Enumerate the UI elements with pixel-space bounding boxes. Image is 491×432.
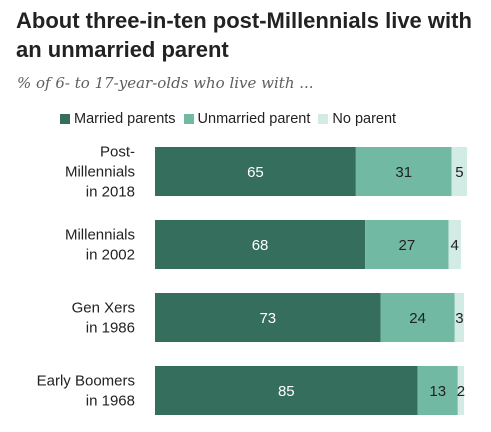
data-label-married-parents-gen-xers-in-1986: 73: [259, 310, 276, 327]
chart-title: About three-in-ten post-Millennials live…: [16, 8, 472, 62]
bar-no-parent-millennials-in-2002: [448, 220, 461, 269]
data-label-married-parents-post-millennials-in-2018: 65: [247, 164, 264, 181]
category-label-millennials-in-2002: Millennials in 2002: [65, 227, 135, 264]
bar-married-parents-post-millennials-in-2018: [155, 147, 356, 196]
chart-subtitle: % of 6- to 17-year-olds who live with ..…: [17, 74, 314, 92]
data-label-no-parent-post-millennials-in-2018: 5: [455, 164, 463, 181]
bar-unmarried-parent-gen-xers-in-1986: [380, 293, 455, 342]
category-label-line: in 1986: [86, 320, 135, 337]
bar-no-parent-gen-xers-in-1986: [454, 293, 464, 342]
legend-item-no-parent: No parent: [318, 111, 396, 127]
category-label-line: in 2002: [86, 247, 135, 264]
data-label-unmarried-parent-gen-xers-in-1986: 24: [409, 310, 426, 327]
legend-swatch-married-parents: [60, 114, 70, 124]
bar-married-parents-millennials-in-2002: [155, 220, 366, 269]
data-label-no-parent-millennials-in-2002: 4: [451, 237, 459, 254]
data-label-no-parent-early-boomers-in-1968: 2: [457, 383, 465, 400]
data-label-married-parents-millennials-in-2002: 68: [252, 237, 269, 254]
data-label-married-parents-early-boomers-in-1968: 85: [278, 383, 295, 400]
bar-married-parents-early-boomers-in-1968: [155, 366, 418, 415]
category-label-line: Post-: [100, 144, 135, 161]
legend-swatch-unmarried-parent: [183, 114, 194, 124]
category-label-post-millennials-in-2018: Post- Millennials in 2018: [65, 144, 135, 201]
category-label-line: Early Boomers: [37, 373, 135, 390]
bar-unmarried-parent-millennials-in-2002: [365, 220, 449, 269]
bar-no-parent-post-millennials-in-2018: [451, 147, 468, 196]
data-label-no-parent-gen-xers-in-1986: 3: [455, 310, 463, 327]
data-label-unmarried-parent-post-millennials-in-2018: 31: [395, 164, 412, 181]
data-label-unmarried-parent-early-boomers-in-1968: 13: [429, 383, 446, 400]
category-label-line: in 1968: [86, 393, 135, 410]
bar-unmarried-parent-post-millennials-in-2018: [355, 147, 452, 196]
legend-item-unmarried-parent: Unmarried parent: [183, 111, 311, 127]
category-label-line: Millennials: [65, 164, 135, 181]
legend: Married parents Unmarried parent No pare…: [60, 111, 404, 127]
category-label-line: Gen Xers: [72, 300, 135, 317]
category-label-early-boomers-in-1968: Early Boomers in 1968: [37, 373, 135, 410]
data-label-unmarried-parent-millennials-in-2002: 27: [398, 237, 415, 254]
bar-married-parents-gen-xers-in-1986: [155, 293, 381, 342]
category-label-line: Millennials: [65, 227, 135, 244]
legend-label-no-parent: No parent: [332, 111, 397, 127]
category-label-line: in 2018: [86, 184, 135, 201]
bar-no-parent-early-boomers-in-1968: [457, 366, 464, 415]
legend-item-married-parents: Married parents: [60, 111, 176, 127]
legend-swatch-no-parent: [318, 114, 329, 124]
legend-label-unmarried-parent: Unmarried parent: [197, 111, 311, 127]
bar-unmarried-parent-early-boomers-in-1968: [417, 366, 458, 415]
legend-label-married-parents: Married parents: [74, 111, 176, 127]
category-label-gen-xers-in-1986: Gen Xers in 1986: [72, 300, 135, 337]
